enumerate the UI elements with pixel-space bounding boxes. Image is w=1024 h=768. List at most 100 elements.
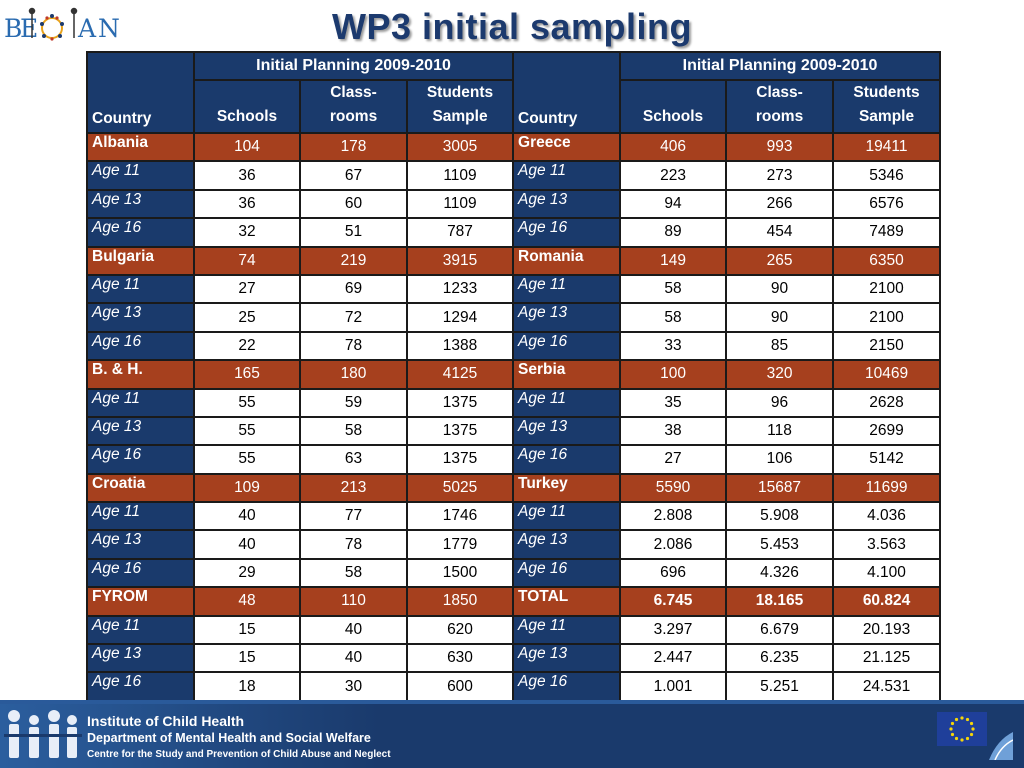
classrooms-header-right: Class-rooms (725, 79, 835, 134)
students-cell: 1109 (405, 160, 515, 191)
schools-header-label: Schools (216, 108, 278, 125)
age-group-cell: Age 13 (512, 415, 622, 447)
classrooms-cell: 213 (299, 472, 408, 504)
schools-cell: 223 (619, 160, 728, 191)
footer-centre: Centre for the Study and Prevention of C… (87, 749, 391, 760)
schools-cell: 27 (619, 444, 728, 475)
schools-cell: 55 (193, 387, 301, 418)
schools-cell: 18 (193, 671, 301, 702)
classrooms-cell: 40 (299, 643, 408, 674)
age-group-cell: Age 13 (512, 529, 622, 560)
classrooms-header-line2: rooms (329, 108, 378, 125)
schools-cell: 29 (193, 557, 301, 589)
country-name-cell: FYROM (86, 586, 195, 617)
age-group-cell: Age 13 (86, 415, 195, 447)
age-row: Age 13 25 72 1294 Age 13 58 90 2100 (86, 302, 942, 333)
age-row: Age 13 36 60 1109 Age 13 94 266 6576 (86, 188, 942, 220)
students-cell: 3005 (405, 131, 515, 163)
schools-cell: 22 (193, 330, 301, 362)
age-group-cell: Age 13 (512, 188, 622, 220)
classrooms-cell: 454 (725, 217, 835, 248)
age-group-cell: Age 16 (86, 557, 195, 589)
students-cell: 60.824 (832, 586, 942, 617)
country-name-cell: Albania (86, 131, 195, 163)
classrooms-cell: 59 (299, 387, 408, 418)
age-group-cell: Age 13 (86, 302, 195, 333)
students-cell: 11699 (832, 472, 942, 504)
students-header-line1: Students (853, 84, 920, 101)
schools-cell: 25 (193, 302, 301, 333)
age-row: Age 13 40 78 1779 Age 13 2.086 5.453 3.563 (86, 529, 942, 560)
schools-cell: 27 (193, 273, 301, 305)
eu-star-icon (950, 732, 955, 737)
students-cell: 2100 (832, 273, 942, 305)
eu-star-icon (965, 717, 970, 722)
classrooms-cell: 63 (299, 444, 408, 475)
schools-cell: 15 (193, 643, 301, 674)
classrooms-cell: 51 (299, 217, 408, 248)
age-group-cell: Age 16 (86, 671, 195, 702)
classrooms-cell: 90 (725, 273, 835, 305)
age-row: Age 16 55 63 1375 Age 16 27 106 5142 (86, 444, 942, 475)
eu-star-icon (960, 716, 964, 720)
students-cell: 2699 (832, 415, 942, 447)
age-group-cell: Age 16 (512, 330, 622, 362)
age-row: Age 11 27 69 1233 Age 11 58 90 2100 (86, 273, 942, 305)
country-row: Bulgaria 74 219 3915 Romania 149 265 6350 (86, 245, 942, 276)
schools-cell: 89 (619, 217, 728, 248)
schools-cell: 15 (193, 614, 301, 646)
schools-cell: 3.297 (619, 614, 728, 646)
schools-cell: 5590 (619, 472, 728, 504)
country-header-label: Country (518, 110, 578, 127)
country-header-left: Country (86, 51, 195, 134)
students-header-line2: Sample (858, 108, 915, 125)
students-cell: 1500 (405, 557, 515, 589)
classrooms-cell: 78 (299, 529, 408, 560)
students-cell: 620 (405, 614, 515, 646)
svg-text:A: A (77, 14, 97, 43)
classrooms-cell: 266 (725, 188, 835, 220)
classrooms-cell: 96 (725, 387, 835, 418)
classrooms-cell: 30 (299, 671, 408, 702)
svg-text:N: N (98, 14, 120, 43)
classrooms-header-line1: Class- (330, 84, 377, 101)
eu-star-icon (960, 738, 964, 742)
age-group-cell: Age 13 (86, 643, 195, 674)
students-cell: 1746 (405, 501, 515, 532)
country-header-label: Country (92, 110, 152, 127)
classrooms-cell: 178 (299, 131, 408, 163)
country-name-cell: Romania (512, 245, 622, 276)
schools-cell: 2.808 (619, 501, 728, 532)
schools-cell: 406 (619, 131, 728, 163)
students-cell: 19411 (832, 131, 942, 163)
schools-header-left: Schools (193, 79, 301, 134)
age-group-cell: Age 16 (512, 444, 622, 475)
schools-cell: 35 (619, 387, 728, 418)
eu-star-icon (969, 732, 974, 737)
eu-star-icon (965, 736, 970, 741)
header-row-columns: Schools Class-rooms Students Sample Schoo… (87, 79, 942, 134)
students-cell: 21.125 (832, 643, 942, 674)
country-name-cell: B. & H. (86, 359, 195, 390)
schools-cell: 104 (193, 131, 301, 163)
age-row: Age 11 40 77 1746 Age 11 2.808 5.908 4.036 (86, 501, 942, 532)
students-cell: 1109 (405, 188, 515, 220)
eu-star-icon (949, 727, 953, 731)
page-title: WP3 initial sampling (331, 6, 693, 47)
students-cell: 600 (405, 671, 515, 702)
students-cell: 5025 (405, 472, 515, 504)
age-group-cell: Age 11 (512, 501, 622, 532)
footer-institute: Institute of Child Health (87, 713, 245, 729)
children-figures-logo (4, 710, 82, 758)
age-row: Age 11 15 40 620 Age 11 3.297 6.679 20.193 (86, 614, 942, 646)
age-group-cell: Age 11 (512, 614, 622, 646)
classrooms-cell: 265 (725, 245, 835, 276)
students-header-right: Students Sample (832, 79, 942, 134)
age-group-cell: Age 16 (512, 217, 622, 248)
schools-cell: 55 (193, 415, 301, 447)
age-group-cell: Age 11 (512, 273, 622, 305)
classrooms-header-left: Class-rooms (299, 79, 408, 134)
classrooms-cell: 219 (299, 245, 408, 276)
students-cell: 2100 (832, 302, 942, 333)
classrooms-cell: 60 (299, 188, 408, 220)
